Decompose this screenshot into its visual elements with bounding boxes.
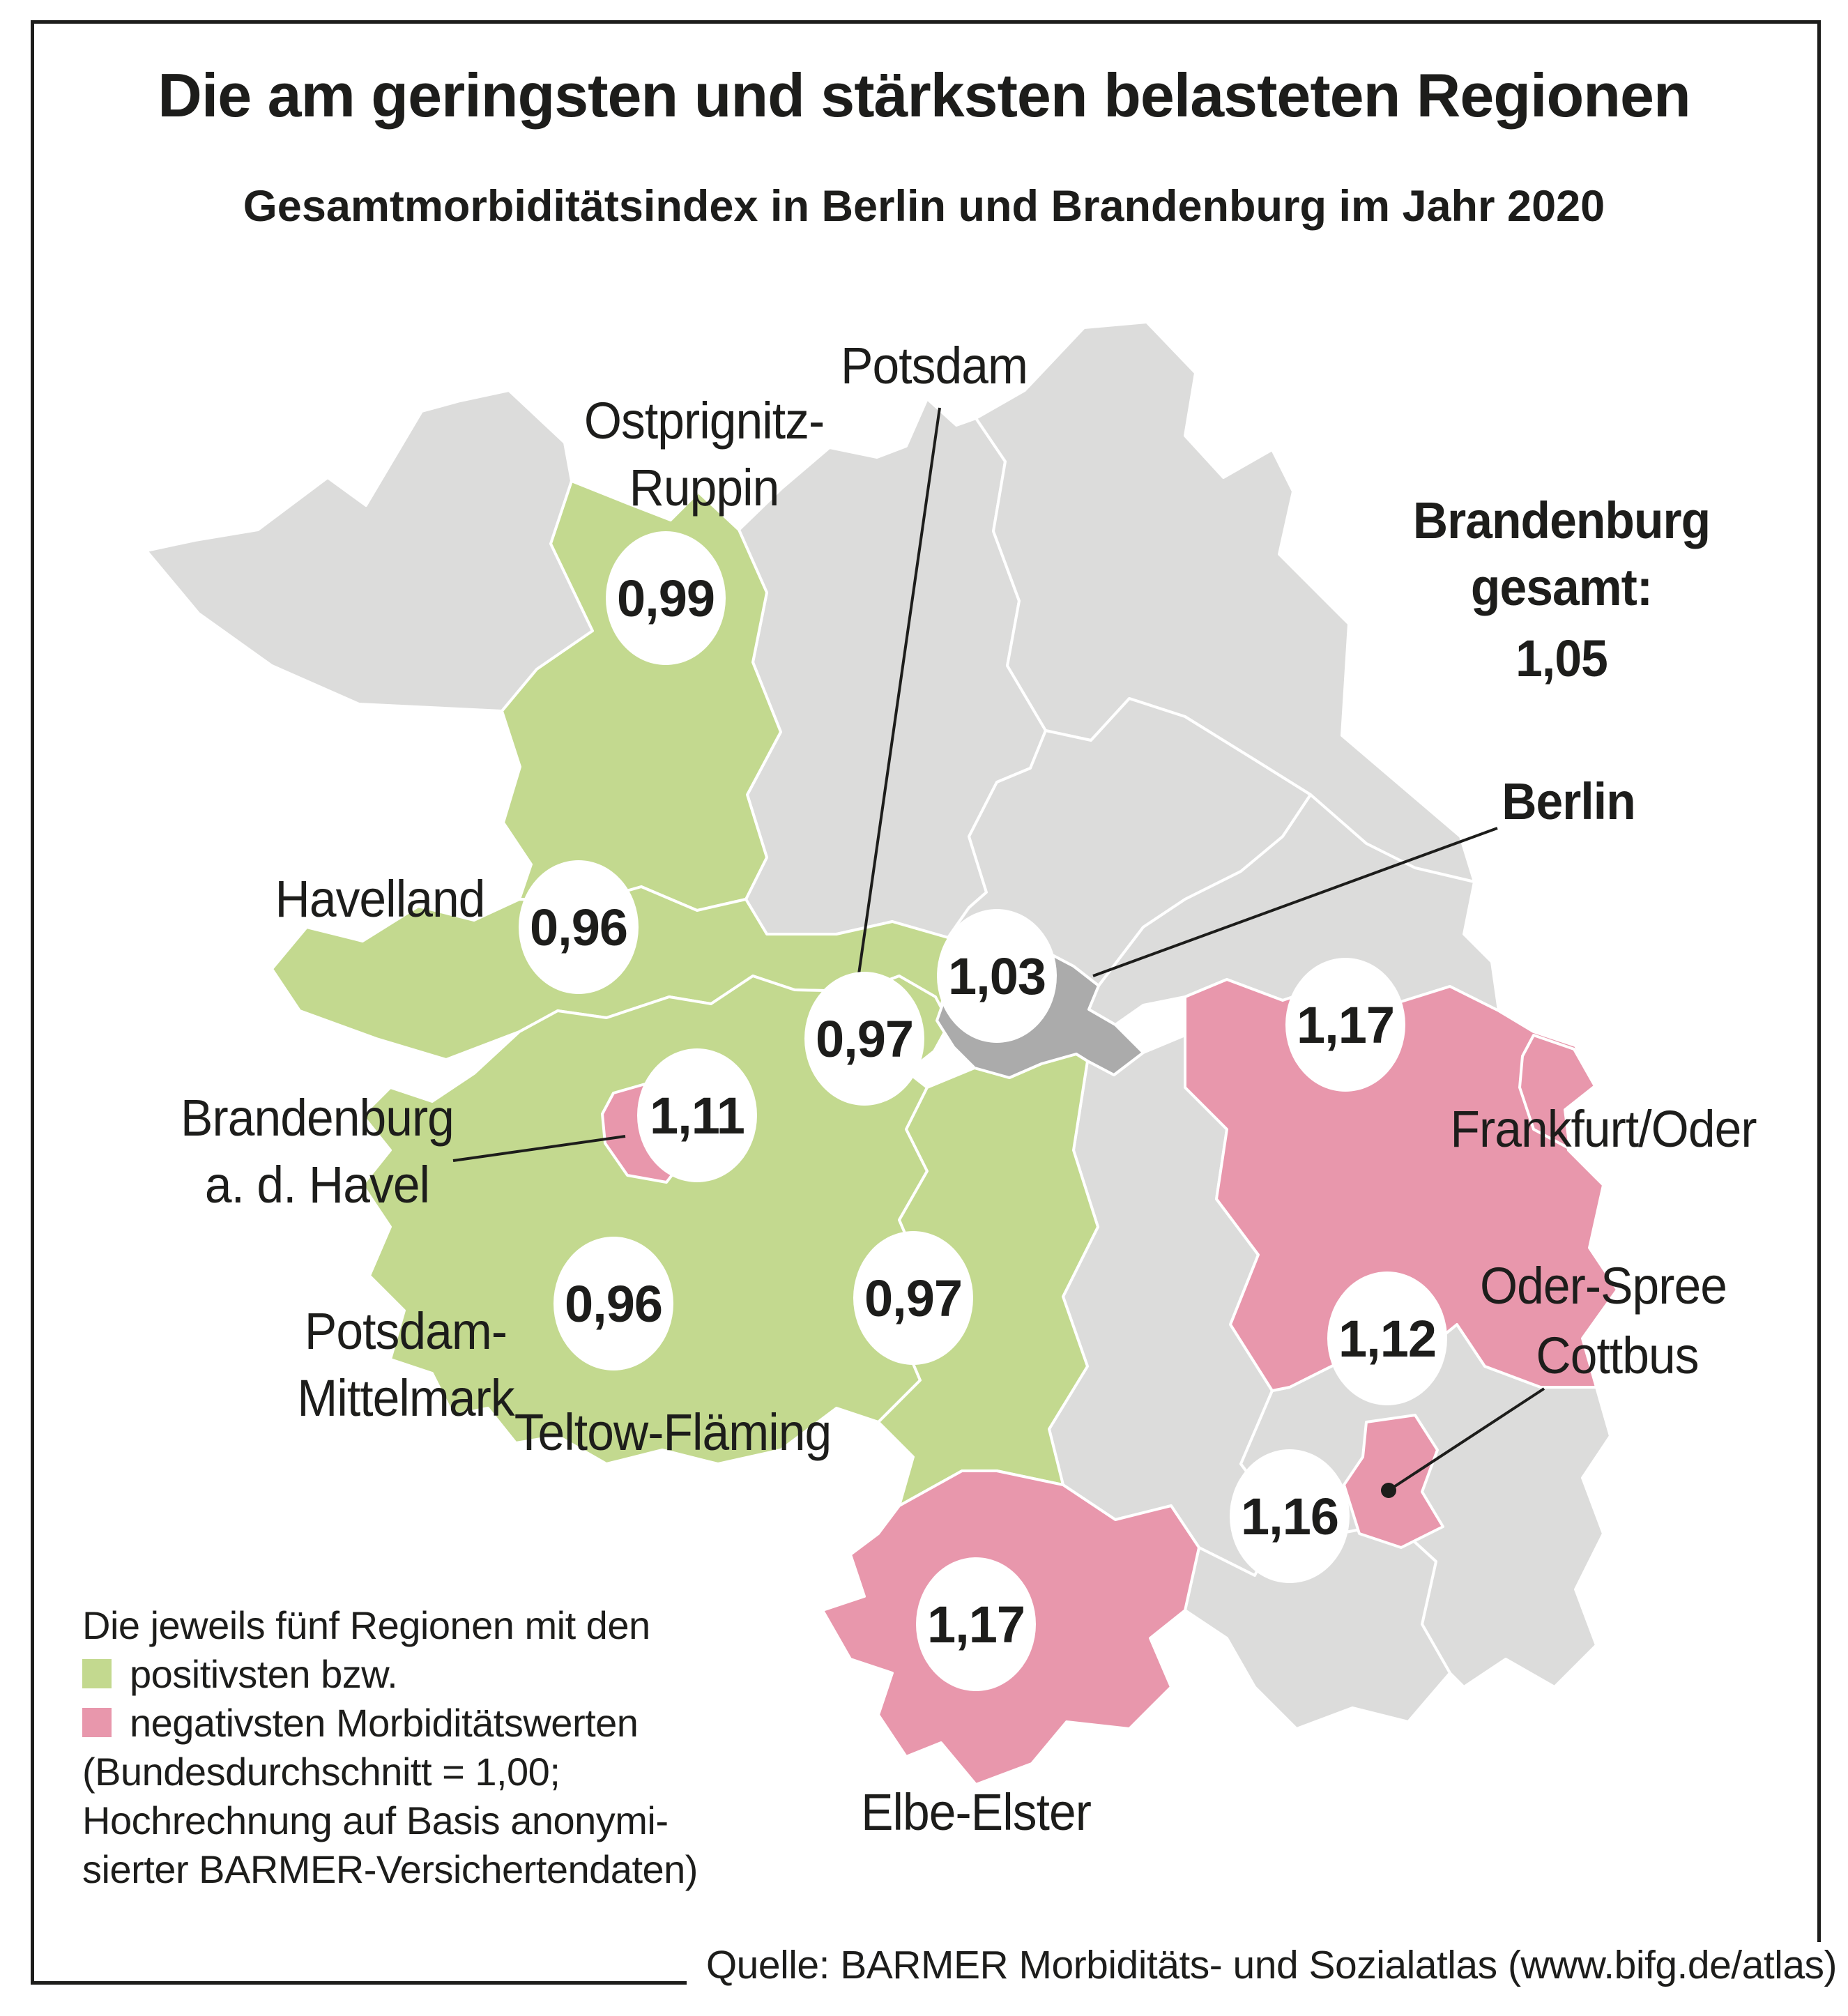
label-line: a. d. Havel (204, 1156, 430, 1214)
legend-positive-label: positivsten bzw. (130, 1651, 398, 1696)
label-elbe-elster: Elbe-Elster (861, 1783, 1092, 1841)
label-havelland: Havelland (275, 870, 486, 928)
value-badge-berlin: 1,03 (937, 909, 1057, 1043)
legend-note-line: (Bundesdurchschnitt = 1,00; (82, 1749, 560, 1794)
label-line: Mittelmark (297, 1369, 514, 1427)
value-badge-elbe-elster: 1,17 (916, 1557, 1036, 1691)
label-frankfurt-oder: Frankfurt/Oder (1450, 1100, 1757, 1158)
legend: Die jeweils fünf Regionen mit den positi… (82, 1601, 698, 1893)
value-badge-brandenburg-an-der-havel: 1,11 (637, 1048, 757, 1182)
region-prignitz (145, 389, 594, 712)
label-brandenburg-an-der-havel: Brandenburg a. d. Havel (181, 1085, 455, 1219)
negative-color-swatch (82, 1708, 112, 1737)
label-cottbus: Cottbus (1536, 1327, 1699, 1384)
label-ostprignitz-ruppin: Ostprignitz- Ruppin (583, 388, 825, 521)
pointer-line-cottbus (1387, 1387, 1545, 1492)
value-badge-havelland: 0,96 (519, 860, 639, 994)
legend-note-line: Hochrechnung auf Basis anonymi- (82, 1798, 669, 1842)
legend-note-line: sierter BARMER-Versichertendaten) (82, 1847, 698, 1891)
label-brandenburg-total: Brandenburg gesamt: (1412, 487, 1711, 621)
pointer-line-potsdam (855, 407, 941, 994)
value-badge-oder-spree: 1,12 (1327, 1272, 1447, 1405)
value-badge-potsdam: 0,97 (804, 972, 924, 1106)
legend-row-negative: negativsten Morbiditätswerten (82, 1698, 698, 1747)
value-badge-potsdam-mittelmark: 0,96 (553, 1237, 673, 1370)
label-berlin: Berlin (1502, 772, 1635, 830)
label-oder-spree: Oder-Spree (1479, 1257, 1727, 1315)
value-badge-teltow-flaeming: 0,97 (853, 1231, 973, 1365)
label-potsdam-mittelmark: Potsdam- Mittelmark (297, 1298, 514, 1432)
label-potsdam: Potsdam (841, 337, 1028, 395)
value-brandenburg-total: 1,05 (1515, 629, 1608, 687)
label-line: Brandenburg (1412, 491, 1711, 549)
value-badge-cottbus: 1,16 (1230, 1449, 1350, 1583)
page-subtitle: Gesamtmorbiditätsindex in Berlin und Bra… (243, 182, 1605, 231)
positive-color-swatch (82, 1659, 112, 1688)
label-line: Ostprignitz- (583, 392, 825, 450)
legend-row-positive: positivsten bzw. (82, 1649, 698, 1698)
pointer-dot-cottbus (1381, 1483, 1396, 1498)
source-credit: Quelle: BARMER Morbiditäts- und Sozialat… (686, 1942, 1841, 1994)
label-line: Potsdam- (304, 1302, 507, 1360)
label-line: Ruppin (629, 459, 780, 517)
region-cottbus (1343, 1414, 1444, 1549)
legend-intro: Die jeweils fünf Regionen mit den (82, 1603, 650, 1647)
label-teltow-flaeming: Teltow-Fläming (514, 1403, 832, 1461)
region-frankfurt-oder (1518, 1034, 1596, 1150)
label-line: Brandenburg (181, 1089, 455, 1147)
value-badge-frankfurt-oder: 1,17 (1285, 958, 1405, 1092)
pointer-line-berlin (1092, 827, 1498, 977)
value-badge-ostprignitz-ruppin: 0,99 (606, 531, 726, 665)
pointer-line-brandenburg-havel (452, 1135, 626, 1162)
page-title: Die am geringsten und stärksten belastet… (158, 61, 1690, 130)
label-line: gesamt: (1470, 558, 1653, 616)
legend-negative-label: negativsten Morbiditätswerten (130, 1700, 639, 1745)
